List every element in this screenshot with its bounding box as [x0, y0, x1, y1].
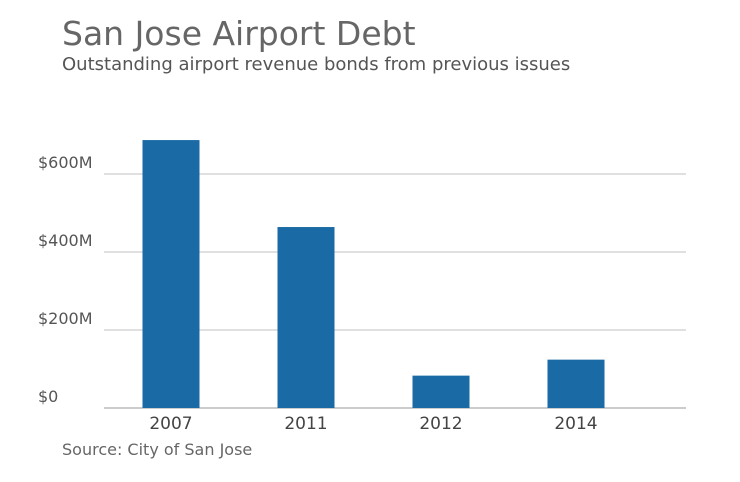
bar-2014: [547, 359, 605, 408]
bar-2011: [277, 227, 335, 408]
chart-title: San Jose Airport Debt: [62, 14, 416, 53]
y-tick-label: $200M: [38, 309, 93, 328]
chart-subtitle: Outstanding airport revenue bonds from p…: [62, 54, 571, 75]
chart-source: Source: City of San Jose: [62, 440, 253, 459]
x-tick-label: 2014: [554, 414, 597, 434]
x-tick-label: 2007: [149, 414, 192, 434]
y-tick-label: $600M: [38, 153, 93, 172]
bar-2012: [412, 375, 470, 408]
y-tick-label: $400M: [38, 231, 93, 250]
bar-2007: [142, 140, 200, 408]
y-tick-label: $0: [38, 387, 58, 406]
x-tick-label: 2012: [419, 414, 462, 434]
x-tick-label: 2011: [284, 414, 327, 434]
